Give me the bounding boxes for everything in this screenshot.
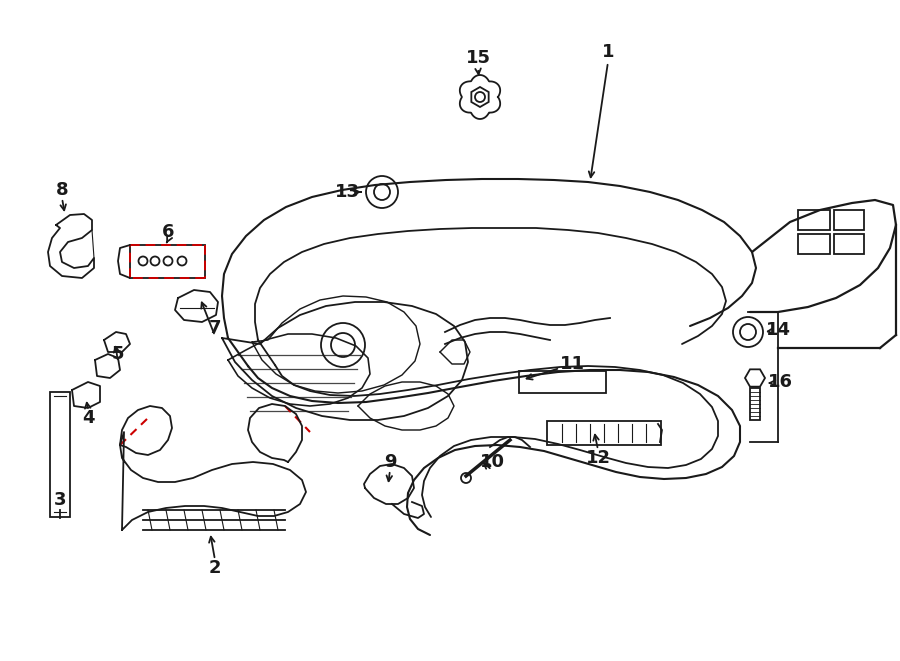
FancyBboxPatch shape bbox=[750, 388, 760, 420]
Text: 16: 16 bbox=[768, 373, 793, 391]
FancyBboxPatch shape bbox=[519, 371, 606, 393]
Text: 12: 12 bbox=[586, 449, 610, 467]
Text: 14: 14 bbox=[766, 321, 790, 339]
Circle shape bbox=[461, 473, 471, 483]
FancyBboxPatch shape bbox=[834, 234, 864, 254]
Circle shape bbox=[374, 184, 390, 200]
Text: 4: 4 bbox=[82, 409, 94, 427]
Circle shape bbox=[733, 317, 763, 347]
Circle shape bbox=[164, 256, 173, 266]
FancyBboxPatch shape bbox=[130, 245, 205, 278]
Circle shape bbox=[150, 256, 159, 266]
Circle shape bbox=[321, 323, 365, 367]
Text: 1: 1 bbox=[602, 43, 614, 61]
Text: 9: 9 bbox=[383, 453, 396, 471]
FancyBboxPatch shape bbox=[798, 210, 830, 230]
FancyBboxPatch shape bbox=[547, 421, 661, 445]
Polygon shape bbox=[460, 75, 500, 119]
Text: 3: 3 bbox=[54, 491, 67, 509]
Text: 6: 6 bbox=[162, 223, 175, 241]
Circle shape bbox=[740, 324, 756, 340]
Text: 2: 2 bbox=[209, 559, 221, 577]
Circle shape bbox=[475, 92, 485, 102]
Circle shape bbox=[177, 256, 186, 266]
FancyBboxPatch shape bbox=[798, 234, 830, 254]
Text: 7: 7 bbox=[209, 319, 221, 337]
Text: 5: 5 bbox=[112, 345, 124, 363]
FancyBboxPatch shape bbox=[834, 210, 864, 230]
Text: 8: 8 bbox=[56, 181, 68, 199]
Text: 15: 15 bbox=[465, 49, 491, 67]
Circle shape bbox=[366, 176, 398, 208]
Text: 13: 13 bbox=[335, 183, 359, 201]
Text: 10: 10 bbox=[480, 453, 505, 471]
Text: 11: 11 bbox=[560, 355, 584, 373]
Circle shape bbox=[139, 256, 148, 266]
FancyBboxPatch shape bbox=[50, 392, 70, 517]
